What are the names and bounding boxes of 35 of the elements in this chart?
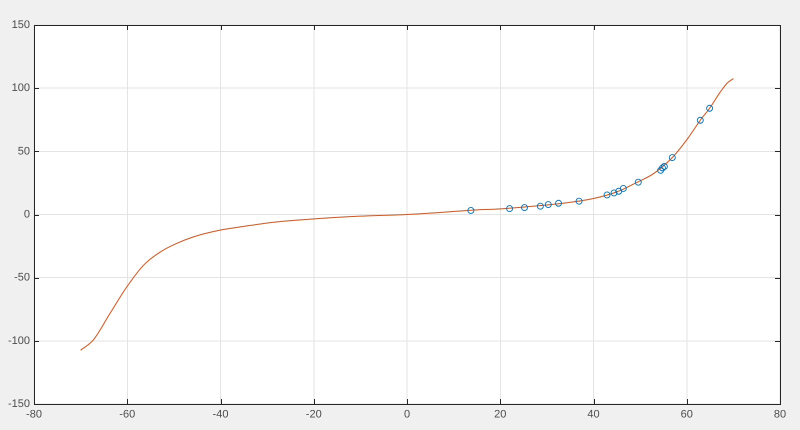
y-tick-label: -100 — [8, 334, 30, 347]
point — [610, 189, 618, 196]
y-tick-label: 0 — [24, 208, 30, 221]
y-tick-label: -150 — [8, 398, 30, 410]
point — [634, 178, 642, 186]
y-tick-label: -50 — [14, 272, 30, 284]
point — [544, 201, 552, 208]
point — [696, 116, 704, 124]
y-tick-label: 150 — [12, 19, 30, 32]
point — [576, 198, 582, 205]
x-tick-label: 40 — [587, 408, 600, 421]
x-tick-label: -80 — [26, 408, 42, 421]
x-tick-label: -60 — [119, 408, 136, 421]
x-tick-label: -20 — [306, 408, 322, 421]
x-tick-label: 20 — [494, 408, 506, 421]
y-tick-label: 100 — [12, 82, 30, 94]
point — [657, 166, 664, 174]
x-tick-label: 0 — [404, 408, 410, 421]
line-series — [80, 78, 734, 351]
x-tick-label: -40 — [212, 408, 228, 421]
point — [604, 191, 610, 198]
x-tick-label: 80 — [774, 408, 786, 421]
point — [620, 185, 627, 192]
y-tick-label: 50 — [18, 145, 30, 158]
x-tick-label: 60 — [680, 408, 693, 421]
point — [615, 188, 622, 195]
point — [659, 164, 666, 172]
point — [467, 207, 474, 214]
point — [521, 204, 528, 211]
point — [668, 154, 676, 161]
point — [706, 104, 714, 112]
point — [555, 200, 562, 207]
point — [506, 205, 514, 212]
point — [536, 202, 544, 210]
point — [660, 163, 668, 170]
